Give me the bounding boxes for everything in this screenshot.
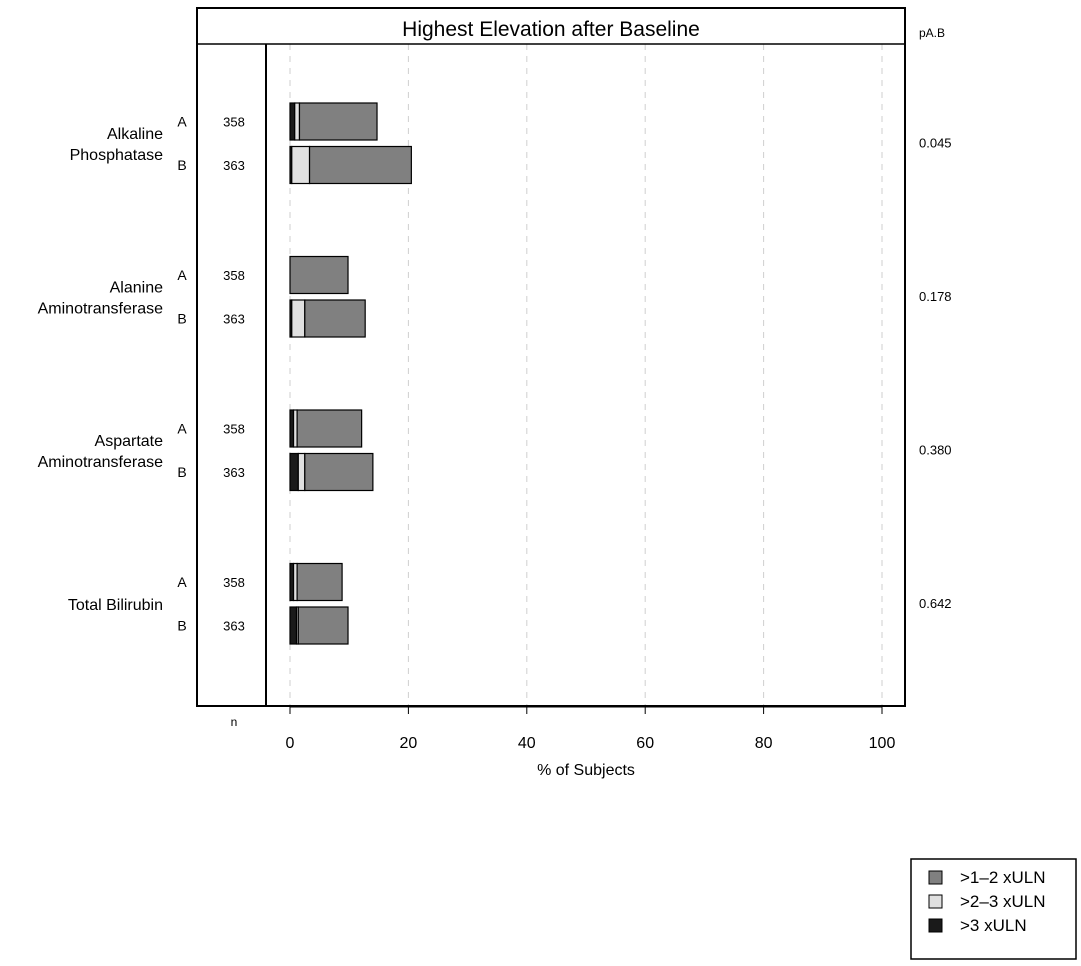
n-value: 363 (223, 465, 245, 480)
n-value: 358 (223, 422, 245, 437)
n-value: 358 (223, 115, 245, 130)
group-label: Alkaline (107, 126, 163, 143)
arm-label: A (177, 421, 187, 437)
bar-segment (290, 607, 297, 644)
n-column-label: n (231, 715, 238, 729)
p-value-header: pA.B (919, 26, 945, 40)
legend-swatch (929, 871, 942, 884)
bar-segment (305, 300, 365, 337)
x-tick-label: 0 (286, 735, 295, 752)
n-value: 358 (223, 575, 245, 590)
bar-segment (292, 147, 310, 184)
bar-segment (298, 607, 348, 644)
group-1: Alanine Aminotransferase 0.178 A 358 B 363 (38, 257, 952, 338)
bar-segment (292, 300, 305, 337)
n-value: 363 (223, 619, 245, 634)
arm-label: B (177, 157, 186, 173)
x-tick-label: 60 (636, 735, 654, 752)
x-tick-label: 80 (755, 735, 773, 752)
x-tick-label: 40 (518, 735, 536, 752)
n-value: 358 (223, 268, 245, 283)
chart-title: Highest Elevation after Baseline (402, 18, 700, 41)
bar-segment (290, 103, 295, 140)
n-value: 363 (223, 312, 245, 327)
group-label: Phosphatase (70, 147, 164, 164)
arm-label: B (177, 311, 186, 327)
legend-swatch (929, 919, 942, 932)
arm-label: A (177, 114, 187, 130)
bar-segment (298, 454, 305, 491)
x-tick-label: 100 (869, 735, 896, 752)
p-value: 0.178 (919, 289, 952, 304)
arm-label: A (177, 574, 187, 590)
group-label: Total Bilirubin (68, 597, 163, 614)
x-axis: 0 20 40 60 80 100 (286, 707, 896, 752)
legend-label: >1–2 xULN (960, 868, 1046, 887)
bar-segment (290, 454, 298, 491)
arm-label: B (177, 618, 186, 634)
group-label: Aminotransferase (38, 300, 163, 317)
group-2: Aspartate Aminotransferase 0.380 A 358 B 363 (38, 410, 952, 491)
p-value: 0.380 (919, 442, 952, 457)
legend-label: >2–3 xULN (960, 892, 1046, 911)
group-label: Alanine (110, 279, 163, 296)
arm-label: A (177, 267, 187, 283)
group-label: Aspartate (95, 433, 164, 450)
arm-label: B (177, 464, 186, 480)
bar-segment (305, 454, 373, 491)
bar-segment (297, 564, 342, 601)
p-value: 0.045 (919, 135, 952, 150)
group-label: Aminotransferase (38, 454, 163, 471)
bar-segment (290, 257, 348, 294)
bar-segment (297, 410, 362, 447)
legend-label: >3 xULN (960, 916, 1027, 935)
group-3: Total Bilirubin 0.642 A 358 B 363 (68, 564, 952, 645)
group-0: Alkaline Phosphatase 0.045 A 358 B 363 (70, 103, 952, 184)
legend-swatch (929, 895, 942, 908)
x-tick-label: 20 (400, 735, 418, 752)
x-axis-label: % of Subjects (537, 762, 635, 779)
bar-segment (295, 103, 300, 140)
n-value: 363 (223, 158, 245, 173)
bar-segment (310, 147, 412, 184)
gridlines (290, 44, 882, 706)
bar-segment (299, 103, 377, 140)
p-value: 0.642 (919, 596, 952, 611)
legend: >1–2 xULN >2–3 xULN >3 xULN (911, 859, 1076, 959)
